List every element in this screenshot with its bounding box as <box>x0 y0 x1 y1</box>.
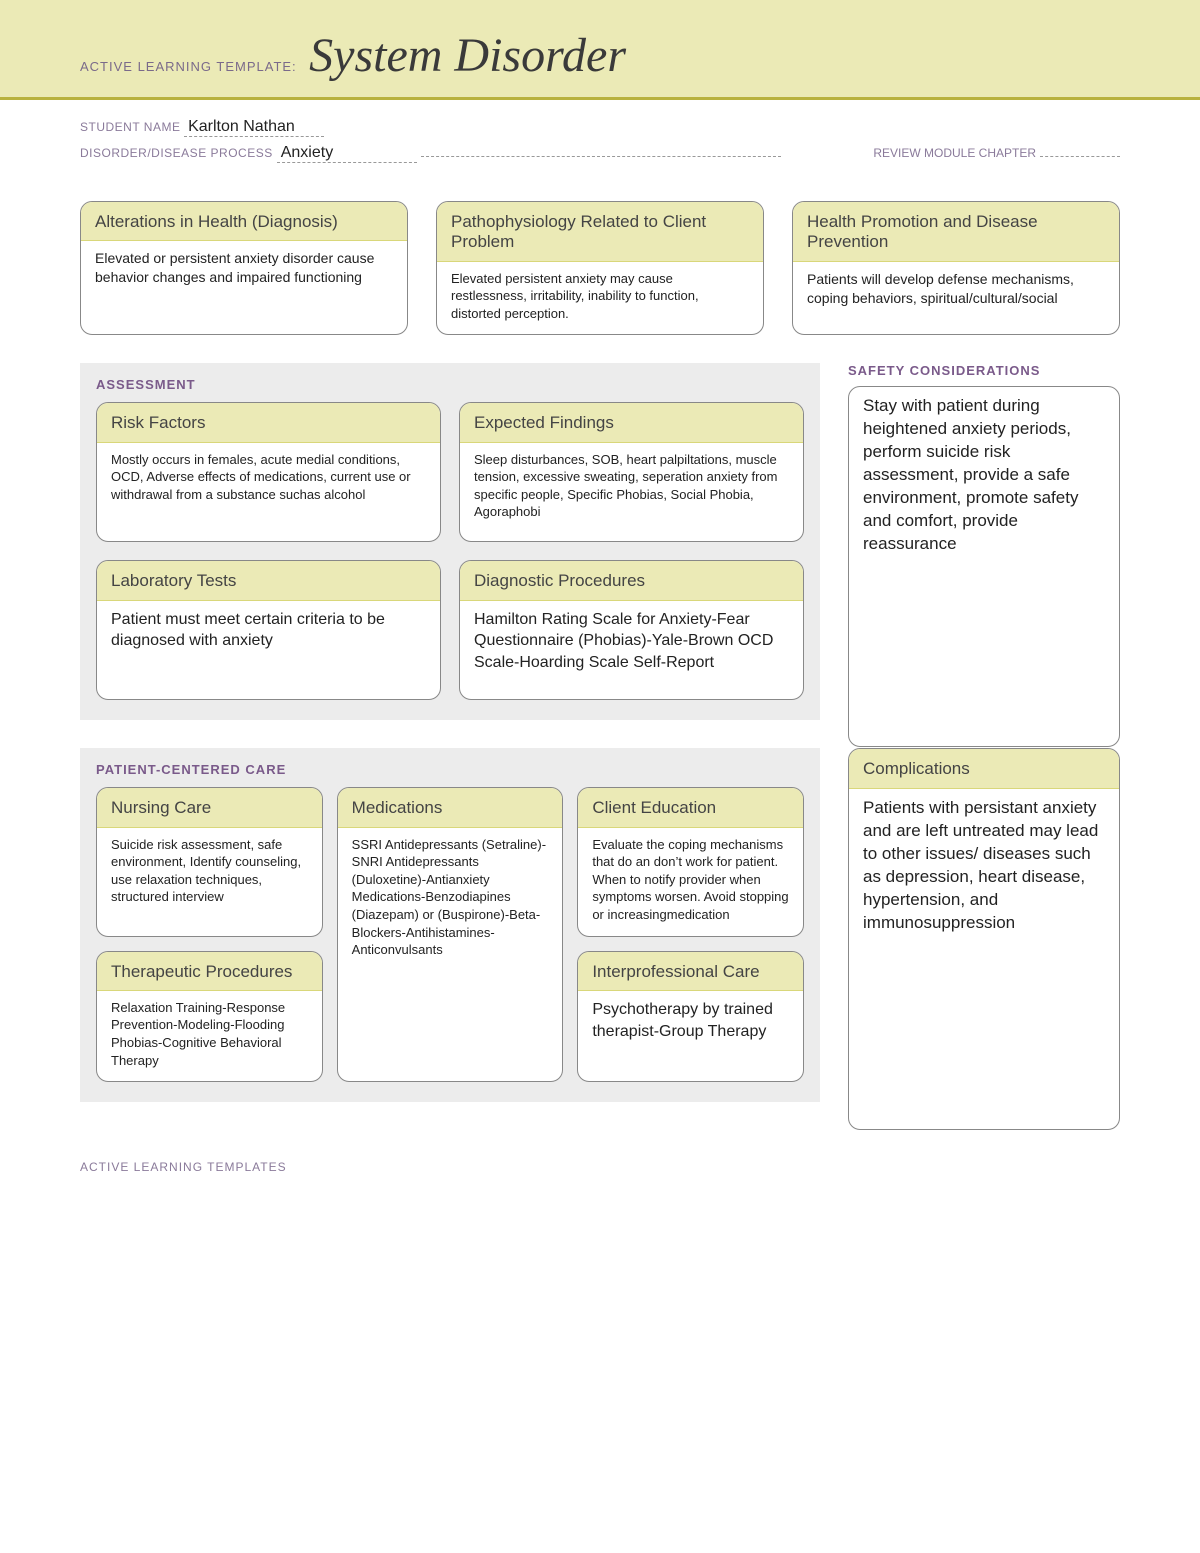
therapeutic-card: Therapeutic Procedures Relaxation Traini… <box>96 951 323 1083</box>
assessment-row: ASSESSMENT Risk Factors Mostly occurs in… <box>80 363 1120 748</box>
patho-body: Elevated persistent anxiety may cause re… <box>437 262 763 335</box>
pcc-grid: Nursing Care Suicide risk assessment, sa… <box>96 787 804 1082</box>
student-label: STUDENT NAME <box>80 120 180 134</box>
page: ACTIVE LEARNING TEMPLATE: System Disorde… <box>0 0 1200 1214</box>
complications-card: Complications Patients with persistant a… <box>848 748 1120 1130</box>
pcc-section-title: PATIENT-CENTERED CARE <box>96 762 804 777</box>
safety-body: Stay with patient during heightened anxi… <box>849 387 1119 568</box>
meds-body: SSRI Antidepressants (Setraline)-SNRI An… <box>338 828 563 971</box>
meta-section: STUDENT NAME Karlton Nathan DISORDER/DIS… <box>0 100 1200 177</box>
expected-body: Sleep disturbances, SOB, heart palpiltat… <box>460 443 803 533</box>
header-banner: ACTIVE LEARNING TEMPLATE: System Disorde… <box>0 0 1200 100</box>
pcc-row: PATIENT-CENTERED CARE Nursing Care Suici… <box>80 748 1120 1130</box>
pcc-block: PATIENT-CENTERED CARE Nursing Care Suici… <box>80 748 820 1102</box>
disorder-label: DISORDER/DISEASE PROCESS <box>80 146 273 160</box>
nursing-title: Nursing Care <box>97 788 322 827</box>
lab-card: Laboratory Tests Patient must meet certa… <box>96 560 441 700</box>
footer-text: ACTIVE LEARNING TEMPLATES <box>0 1130 1200 1174</box>
nursing-body: Suicide risk assessment, safe environmen… <box>97 828 322 918</box>
complications-title: Complications <box>849 749 1119 788</box>
disorder-value: Anxiety <box>277 144 417 163</box>
lab-title: Laboratory Tests <box>97 561 440 600</box>
meds-title: Medications <box>338 788 563 827</box>
banner-prefix: ACTIVE LEARNING TEMPLATE: <box>80 59 297 74</box>
expected-title: Expected Findings <box>460 403 803 442</box>
diag-body: Hamilton Rating Scale for Anxiety-Fear Q… <box>460 601 803 686</box>
patho-card: Pathophysiology Related to Client Proble… <box>436 201 764 335</box>
interprof-body: Psychotherapy by trained therapist-Group… <box>578 991 803 1054</box>
clienteducation-title: Client Education <box>578 788 803 827</box>
safety-column: SAFETY CONSIDERATIONS Stay with patient … <box>848 363 1120 748</box>
safety-section-title: SAFETY CONSIDERATIONS <box>848 363 1120 378</box>
banner-title: System Disorder <box>309 28 626 83</box>
healthpromo-title: Health Promotion and Disease Prevention <box>793 202 1119 262</box>
nursing-card: Nursing Care Suicide risk assessment, sa… <box>96 787 323 936</box>
healthpromo-card: Health Promotion and Disease Prevention … <box>792 201 1120 335</box>
content-area: Alterations in Health (Diagnosis) Elevat… <box>0 177 1200 1130</box>
complications-body: Patients with persistant anxiety and are… <box>849 789 1119 947</box>
safety-card: Stay with patient during heightened anxi… <box>848 386 1120 747</box>
alterations-card: Alterations in Health (Diagnosis) Elevat… <box>80 201 408 335</box>
assessment-section-title: ASSESSMENT <box>96 377 804 392</box>
interprof-card: Interprofessional Care Psychotherapy by … <box>577 951 804 1083</box>
review-label: REVIEW MODULE CHAPTER <box>873 146 1036 160</box>
clienteducation-card: Client Education Evaluate the coping mec… <box>577 787 804 936</box>
risk-card: Risk Factors Mostly occurs in females, a… <box>96 402 441 542</box>
assessment-block: ASSESSMENT Risk Factors Mostly occurs in… <box>80 363 820 720</box>
expected-card: Expected Findings Sleep disturbances, SO… <box>459 402 804 542</box>
assessment-grid: Risk Factors Mostly occurs in females, a… <box>96 402 804 700</box>
disorder-blank <box>421 143 781 157</box>
alterations-title: Alterations in Health (Diagnosis) <box>81 202 407 241</box>
review-blank <box>1040 143 1120 157</box>
complications-column: Complications Patients with persistant a… <box>848 748 1120 1130</box>
therapeutic-title: Therapeutic Procedures <box>97 952 322 991</box>
healthpromo-body: Patients will develop defense mechanisms… <box>793 262 1119 320</box>
risk-title: Risk Factors <box>97 403 440 442</box>
top-cards-row: Alterations in Health (Diagnosis) Elevat… <box>80 201 1120 335</box>
student-line: STUDENT NAME Karlton Nathan <box>80 118 1120 137</box>
risk-body: Mostly occurs in females, acute medial c… <box>97 443 440 516</box>
meds-card: Medications SSRI Antidepressants (Setral… <box>337 787 564 1082</box>
therapeutic-body: Relaxation Training-Response Prevention-… <box>97 991 322 1081</box>
lab-body: Patient must meet certain criteria to be… <box>97 601 440 664</box>
diag-card: Diagnostic Procedures Hamilton Rating Sc… <box>459 560 804 700</box>
patho-title: Pathophysiology Related to Client Proble… <box>437 202 763 262</box>
diag-title: Diagnostic Procedures <box>460 561 803 600</box>
student-value: Karlton Nathan <box>184 118 324 137</box>
clienteducation-body: Evaluate the coping mechanisms that do a… <box>578 828 803 936</box>
interprof-title: Interprofessional Care <box>578 952 803 991</box>
alterations-body: Elevated or persistent anxiety disorder … <box>81 241 407 299</box>
disorder-line: DISORDER/DISEASE PROCESS Anxiety REVIEW … <box>80 143 1120 163</box>
